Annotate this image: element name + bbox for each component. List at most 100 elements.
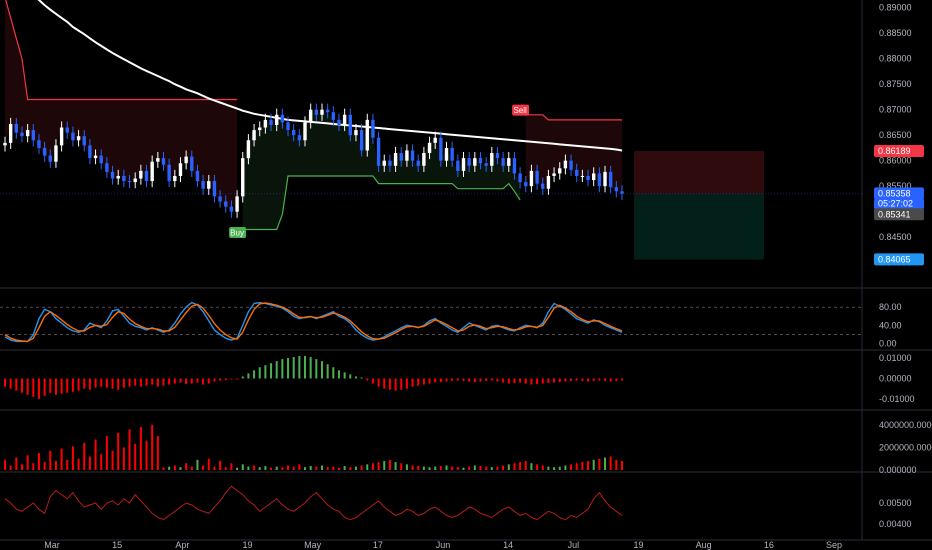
histogram-bar (83, 378, 86, 389)
price-axis-label: 0.84065 (874, 253, 924, 266)
volume-bar (581, 462, 584, 470)
candle-body (167, 164, 171, 182)
volatility-tick-label: 0.00400 (879, 519, 912, 529)
histogram-bar (122, 378, 125, 388)
candle-body (297, 135, 302, 141)
volume-bar (219, 460, 222, 470)
histogram-bar (496, 378, 499, 382)
volume-bar (49, 450, 52, 470)
price-axis-label: 0.86189 (874, 145, 924, 158)
sell-marker (512, 104, 530, 116)
candle-body (241, 158, 245, 197)
histogram-bar (553, 378, 556, 383)
volume-bar (479, 466, 482, 470)
time-tick-label: Jul (568, 540, 580, 550)
volume-bar (377, 462, 380, 470)
candle-body (144, 170, 149, 182)
volume-bar (473, 465, 476, 470)
stochastic-panel[interactable] (0, 301, 862, 343)
volume-bar (298, 464, 301, 470)
volume-bar (281, 467, 284, 470)
price-panel[interactable]: Buy Sell (3, 0, 764, 260)
histogram-bar (4, 378, 6, 387)
histogram-bar (117, 378, 120, 390)
volume-bar (564, 465, 567, 470)
histogram-bar (60, 378, 63, 394)
volume-bar (9, 465, 12, 470)
candle-body (376, 137, 381, 166)
histogram-panel[interactable] (4, 356, 623, 399)
candle-body (263, 119, 268, 128)
volume-bar (434, 466, 437, 470)
volume-bar (134, 444, 137, 470)
candle-body (212, 181, 217, 197)
histogram-bar (9, 378, 12, 389)
histogram-bar (49, 378, 52, 393)
candle-body (110, 171, 115, 179)
candle-body (597, 173, 602, 187)
histogram-bar (468, 378, 471, 382)
histogram-bar (417, 378, 420, 386)
volatility-panel[interactable] (4, 485, 623, 521)
volume-bar (207, 458, 210, 470)
price-axis-label-text: 0.84065 (878, 254, 911, 264)
histogram-bar (275, 361, 278, 379)
candle-body (608, 171, 613, 188)
candle-body (439, 137, 443, 161)
price-axis-label: 0.85341 (874, 208, 924, 221)
histogram-bar (247, 373, 250, 379)
candle-body (42, 147, 47, 156)
volume-bar (196, 459, 199, 470)
histogram-bar (434, 378, 437, 383)
candle-body (76, 136, 81, 141)
price-tick-label: 0.87500 (879, 79, 912, 89)
time-tick-label: Aug (696, 540, 712, 550)
histogram-bar (168, 378, 171, 385)
candle-body (37, 140, 41, 148)
candle-body (286, 122, 290, 131)
histogram-bar (439, 378, 442, 383)
candle-body (371, 119, 375, 138)
histogram-bar (530, 378, 533, 385)
candle-body (190, 156, 194, 171)
histogram-bar (422, 378, 425, 385)
candle-body (8, 123, 13, 143)
volatility-tick-label: 0.00500 (879, 498, 912, 508)
volume-bar (400, 463, 403, 470)
histogram-bar (219, 378, 222, 381)
volume-bar (536, 464, 539, 470)
volume-bar (502, 465, 505, 470)
volume-bar (275, 466, 278, 470)
volume-bar (405, 464, 408, 470)
price-axis-label-bg (874, 208, 924, 221)
volatility-line (4, 485, 623, 521)
histogram-bar (66, 378, 69, 393)
histogram-bar (326, 364, 329, 379)
histogram-bar (156, 378, 159, 387)
histogram-bar (315, 359, 318, 379)
volume-bar (383, 460, 386, 470)
volume-bar (445, 465, 448, 470)
volume-bar (524, 460, 527, 470)
candle-body (359, 130, 364, 151)
candle-body (495, 153, 500, 159)
histogram-bar (15, 378, 18, 391)
buy-label: Buy (230, 228, 244, 237)
histogram-bar (524, 378, 527, 384)
candle-body (218, 196, 222, 202)
histogram-bar (213, 378, 216, 382)
candle-body (291, 130, 296, 136)
candle-body (337, 119, 341, 125)
volume-bar (615, 459, 618, 470)
histogram-bar (281, 359, 284, 379)
candle-body (535, 170, 539, 184)
volume-bar (185, 463, 188, 470)
histogram-bar (179, 378, 182, 383)
histogram-bar (621, 378, 623, 381)
histogram-bar (405, 378, 408, 389)
volume-panel[interactable] (4, 424, 623, 470)
volume-bar (168, 466, 171, 470)
time-tick-label: 17 (373, 540, 383, 550)
